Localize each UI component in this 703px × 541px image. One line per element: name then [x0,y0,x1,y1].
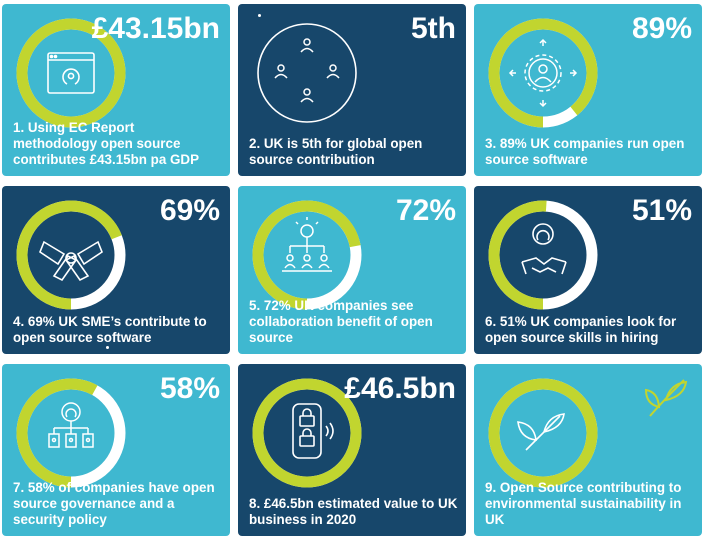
stat-value: 51% [631,194,692,227]
progress-ring [16,200,126,310]
stat-description: 7. 58% of companies have open source gov… [13,480,215,527]
stat-description: 3. 89% UK companies run open source soft… [485,136,685,167]
security-hierarchy-icon [48,402,94,448]
network-ring [257,23,357,123]
progress-ring [16,18,126,128]
stat-description: 9. Open Source contributing to environme… [485,480,682,527]
stat-tile-collaboration: 72% 5. 72% UK companies see collaboratio… [238,186,466,354]
stat-value: £43.15bn [91,12,220,45]
idea-team-icon [282,217,332,272]
stat-description: 6. 51% UK companies look for open source… [485,314,677,345]
progress-ring [252,200,362,310]
network-circle [257,23,357,123]
ring-fill [16,18,126,128]
people-network-icon [274,38,340,103]
stat-tile-governance: 58% 7. 58% of companies have open source… [2,364,230,536]
stat-tile-gdp: £43.15bn 1. Using EC Report methodology … [2,4,230,176]
stat-tile-global-rank: 5th 2. UK is 5th for global open source … [238,4,466,176]
leaf-icon [644,379,688,417]
secure-phone-icon [292,403,334,459]
progress-ring [488,18,598,128]
stat-value: 58% [159,372,220,405]
stat-description: 1. Using EC Report methodology open sour… [13,120,200,167]
ring-fill [488,18,598,128]
stat-tile-business-value: £46.5bn 8. £46.5bn estimated value to UK… [238,364,466,536]
stat-value: £46.5bn [344,372,456,405]
stat-tile-hiring-skills: 51% 6. 51% UK companies look for open so… [474,186,702,354]
hands-together-icon [39,240,103,282]
stat-description: 8. £46.5bn estimated value to UK busines… [249,496,458,527]
ring-fill [488,200,598,310]
stat-value: 69% [159,194,220,227]
progress-ring [16,378,126,488]
stat-tile-sustainability: 9. Open Source contributing to environme… [474,364,702,536]
gear-user-icon [508,38,578,108]
stat-tile-companies-run: 89% 3. 89% UK companies run open source … [474,4,702,176]
ring-fill [252,378,362,488]
handshake-icon [521,223,567,275]
stat-value: 89% [631,12,692,45]
leaf-icon [517,413,565,451]
stat-description: 2. UK is 5th for global open source cont… [249,136,423,167]
ring-fill [252,200,362,310]
ring-fill [16,200,126,310]
progress-ring [488,378,598,488]
stat-value: 5th [411,12,456,45]
stat-tile-sme-contribute: 69% 4. 69% UK SME’s contribute to open s… [2,186,230,354]
open-source-screen-icon [47,52,95,94]
ring-fill [16,378,126,488]
stat-value: 72% [395,194,456,227]
ring-fill [488,378,598,488]
progress-ring [488,200,598,310]
progress-ring [252,378,362,488]
stat-description: 4. 69% UK SME’s contribute to open sourc… [13,314,207,345]
stat-description: 5. 72% UK companies see collaboration be… [249,298,433,345]
